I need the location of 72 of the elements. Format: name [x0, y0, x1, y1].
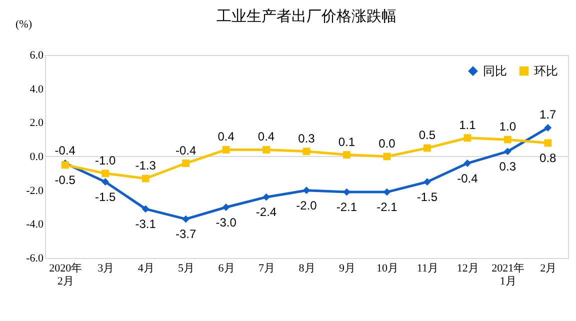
x-tick-label: 4月	[138, 262, 154, 274]
data-label: 0.4	[218, 130, 235, 144]
point	[383, 188, 391, 196]
data-label: -3.0	[216, 215, 237, 230]
point	[464, 134, 472, 142]
point	[262, 193, 270, 201]
data-label: -0.4	[54, 143, 76, 158]
point	[262, 146, 270, 154]
data-label: 0.5	[418, 128, 436, 142]
data-label: 0.4	[258, 130, 275, 144]
data-label: 0.8	[540, 150, 557, 165]
point	[302, 148, 310, 156]
point	[302, 186, 310, 194]
data-label: -1.5	[416, 190, 438, 204]
y-tick-label: -6.0	[26, 252, 44, 264]
data-label: -0.4	[457, 171, 478, 186]
point	[142, 174, 150, 182]
data-label: 1.1	[459, 118, 476, 132]
point	[544, 139, 552, 147]
point	[423, 144, 431, 152]
data-label: 0.3	[298, 131, 316, 146]
point	[222, 146, 230, 154]
y-tick-label: 4.0	[30, 83, 44, 96]
data-label: 0.3	[499, 159, 516, 174]
x-tick-label: 12月	[456, 262, 479, 274]
data-label: -1.5	[95, 190, 116, 204]
data-label: 1.0	[499, 120, 516, 134]
y-tick-label: -2.0	[26, 184, 44, 197]
data-label: -3.7	[175, 227, 196, 242]
data-label: -0.5	[54, 172, 76, 187]
x-tick-label: 3月	[98, 262, 114, 274]
data-label: -2.1	[376, 200, 398, 214]
point	[343, 151, 350, 159]
x-tick-label: 11月	[416, 262, 438, 274]
x-tick-label: 5月	[178, 262, 195, 274]
point	[544, 124, 552, 132]
point	[423, 178, 431, 186]
data-label: -0.4	[175, 143, 196, 158]
data-label: 0.0	[378, 136, 396, 150]
data-label: -2.4	[256, 205, 277, 220]
data-label: -1.0	[95, 153, 116, 168]
point	[182, 215, 190, 223]
point	[504, 136, 512, 144]
x-tick-label: 6月	[218, 262, 235, 274]
x-tick-label: 10月	[376, 262, 398, 274]
x-tick-label: 2020年 2月	[49, 262, 82, 288]
x-tick-label: 2月	[540, 262, 557, 274]
point	[102, 178, 110, 186]
y-axis-title: (%)	[16, 18, 32, 30]
x-tick-label: 9月	[338, 262, 356, 274]
legend-label: 环比	[534, 64, 558, 78]
y-tick-label: -4.0	[26, 218, 44, 231]
data-label: 0.1	[338, 134, 356, 149]
chart-title: 工业生产者出厂价格涨跌幅	[216, 7, 396, 25]
x-tick-label: 8月	[298, 262, 316, 274]
legend-label: 同比	[483, 64, 507, 78]
x-tick-label: 2021年 1月	[492, 262, 525, 288]
data-label: -2.1	[336, 200, 358, 214]
point	[343, 188, 350, 196]
point	[102, 170, 110, 178]
point	[464, 160, 472, 167]
y-tick-label: 6.0	[30, 50, 44, 62]
x-tick-label: 7月	[258, 262, 276, 274]
point	[142, 205, 150, 213]
y-tick-label: 0.0	[30, 151, 44, 163]
data-label: -1.3	[135, 158, 156, 172]
point	[182, 160, 190, 167]
data-label: -2.0	[296, 198, 318, 212]
point	[504, 148, 512, 156]
data-label: 1.7	[540, 108, 557, 122]
y-tick-label: 2.0	[30, 117, 44, 130]
data-label: -3.1	[135, 216, 156, 231]
